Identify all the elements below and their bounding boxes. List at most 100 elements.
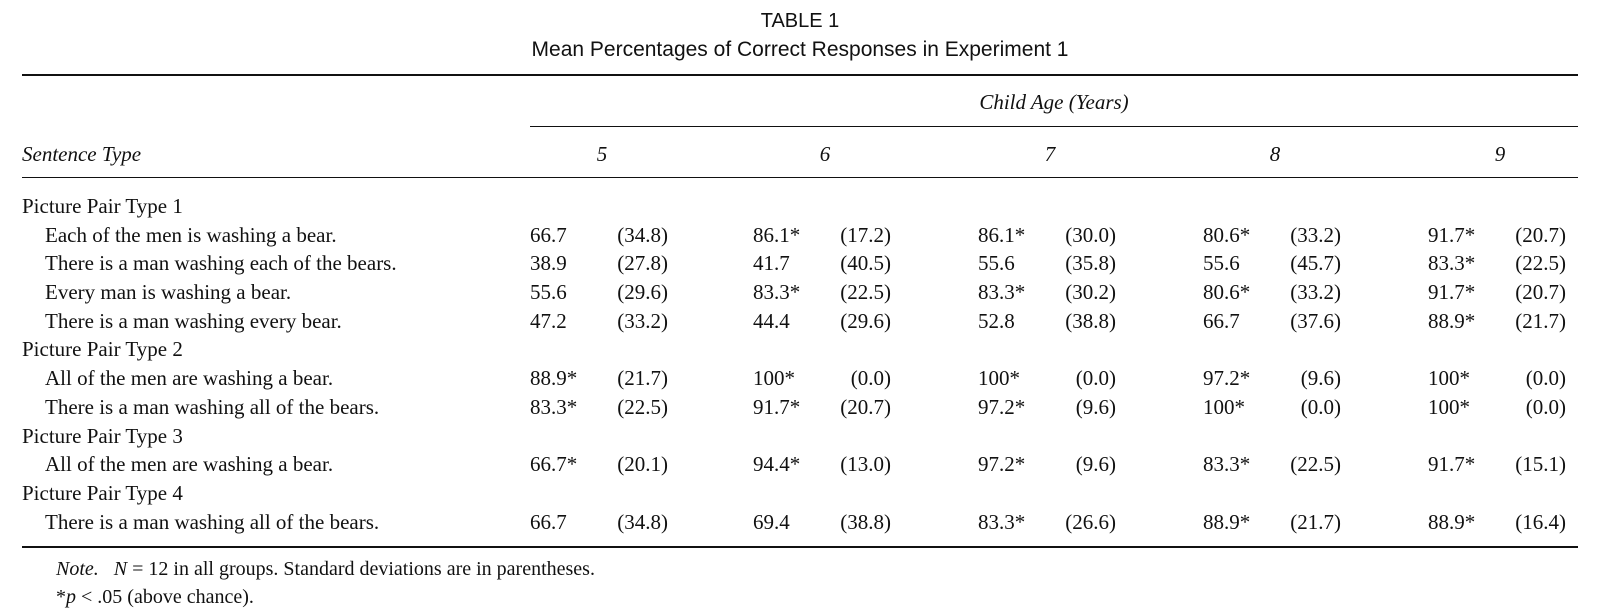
mean-cell: 91.7* [1428,222,1476,247]
mean-cell: 100* [753,366,795,391]
sd-cell: (22.5) [840,280,891,305]
table-title: Mean Percentages of Correct Responses in… [531,38,1069,61]
mean-cell: 83.3* [1428,251,1476,276]
mean-cell: 97.2* [978,394,1026,419]
table-row: All of the men are washing a bear. 66.7* (… [0,450,1600,479]
sd-cell: (33.2) [1290,222,1341,247]
sd-cell: (21.7) [1290,509,1341,534]
table-row: Each of the men is washing a bear. 66.7 (3… [0,221,1600,250]
sd-cell: (0.0) [1525,366,1566,391]
mean-cell: 88.9* [1428,509,1476,534]
sd-cell: (16.4) [1515,509,1566,534]
top-rule [22,74,1578,76]
group-label: Picture Pair Type 3 [22,423,183,448]
sd-cell: (22.5) [1290,452,1341,477]
table-row: There is a man washing all of the bears.… [0,393,1600,422]
group-label: Picture Pair Type 2 [22,337,183,362]
mean-cell: 88.9* [1428,308,1476,333]
sd-cell: (0.0) [1300,394,1341,419]
sentence-label: There is a man washing every bear. [45,308,342,333]
sd-cell: (9.6) [1300,366,1341,391]
sd-cell: (15.1) [1515,452,1566,477]
sd-cell: (20.7) [1515,222,1566,247]
stub-heading: Sentence Type [22,142,142,166]
sentence-label: Each of the men is washing a bear. [45,222,337,247]
sd-cell: (21.7) [1515,308,1566,333]
mean-cell: 100* [1428,394,1470,419]
sentence-label: All of the men are washing a bear. [45,452,334,477]
mean-cell: 83.3* [530,394,578,419]
sd-cell: (26.6) [1065,509,1116,534]
mean-cell: 94.4* [753,452,801,477]
footnote-text: < .05 (above chance). [76,586,254,608]
mean-cell: 55.6 [1203,251,1240,276]
sd-cell: (29.6) [840,308,891,333]
mean-cell: 80.6* [1203,280,1251,305]
mean-cell: 86.1* [978,222,1026,247]
mean-cell: 80.6* [1203,222,1251,247]
table-note: Note. N = 12 in all groups. Standard dev… [56,555,595,583]
sd-cell: (38.8) [1065,308,1116,333]
mean-cell: 83.3* [978,280,1026,305]
column-spanner-heading: Child Age (Years) [979,90,1129,114]
note-text: = 12 in all groups. Standard deviations … [127,558,595,580]
table-row: There is a man washing all of the bears.… [0,508,1600,537]
mean-cell: 91.7* [1428,280,1476,305]
note-n-symbol: N [113,558,128,580]
group-row: Picture Pair Type 1 [0,192,1600,221]
mean-cell: 55.6 [978,251,1015,276]
mean-cell: 100* [978,366,1020,391]
sd-cell: (30.2) [1065,280,1116,305]
mean-cell: 66.7 [530,222,567,247]
mean-cell: 69.4 [753,509,790,534]
note-label: Note. [56,558,99,580]
sd-cell: (33.2) [1290,280,1341,305]
sd-cell: (13.0) [840,452,891,477]
sentence-label: All of the men are washing a bear. [45,366,334,391]
table-row: There is a man washing each of the bears… [0,249,1600,278]
mean-cell: 83.3* [753,280,801,305]
mean-cell: 97.2* [978,452,1026,477]
sentence-label: There is a man washing each of the bears… [45,251,397,276]
mean-cell: 66.7 [1203,308,1240,333]
sd-cell: (27.8) [617,251,668,276]
header-rule [22,177,1578,178]
spanner-rule [530,126,1578,127]
sd-cell: (9.6) [1075,394,1116,419]
sd-cell: (45.7) [1290,251,1341,276]
age-column-heading: 8 [1269,142,1281,166]
mean-cell: 52.8 [978,308,1015,333]
sd-cell: (22.5) [617,394,668,419]
footnote-p-symbol: p [66,586,76,608]
sd-cell: (9.6) [1075,452,1116,477]
group-label: Picture Pair Type 1 [22,194,183,218]
mean-cell: 88.9* [1203,509,1251,534]
mean-cell: 97.2* [1203,366,1251,391]
group-row: Picture Pair Type 4 [0,479,1600,508]
bottom-rule [22,546,1578,548]
sentence-label: There is a man washing all of the bears. [45,394,380,419]
sd-cell: (0.0) [1525,394,1566,419]
sd-cell: (35.8) [1065,251,1116,276]
sd-cell: (20.7) [840,394,891,419]
mean-cell: 41.7 [753,251,790,276]
age-column-heading: 9 [1494,142,1506,166]
table-label: TABLE 1 [760,10,840,32]
table-footnote: *p < .05 (above chance). [56,583,254,611]
table-row: There is a man washing every bear. 47.2 (3… [0,307,1600,336]
sentence-label: Every man is washing a bear. [45,280,292,305]
sd-cell: (21.7) [617,366,668,391]
mean-cell: 100* [1428,366,1470,391]
sd-cell: (33.2) [617,308,668,333]
group-label: Picture Pair Type 4 [22,480,183,505]
table-body: Picture Pair Type 1 Each of the men is wa… [0,192,1600,536]
mean-cell: 83.3* [1203,452,1251,477]
sd-cell: (20.7) [1515,280,1566,305]
sd-cell: (22.5) [1515,251,1566,276]
sd-cell: (34.8) [617,222,668,247]
mean-cell: 66.7 [530,509,567,534]
sentence-label: There is a man washing all of the bears. [45,509,380,534]
footnote-star: * [56,586,66,608]
mean-cell: 91.7* [1428,452,1476,477]
sd-cell: (17.2) [840,222,891,247]
